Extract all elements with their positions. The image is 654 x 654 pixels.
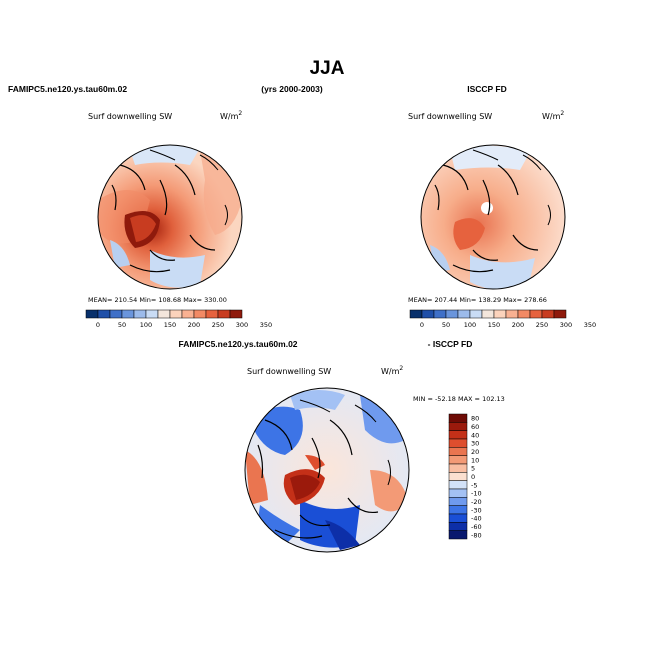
model-panel-title: Surf downwelling SW (88, 112, 172, 121)
model-colorbar-tick: 150 (164, 321, 176, 329)
obs-map-border (420, 144, 566, 290)
model-colorbar-swatch (181, 309, 195, 319)
obs-colorbar-tick: 100 (464, 321, 476, 329)
diff-map-border (244, 387, 410, 553)
diff-colorbar-tick: 30 (471, 440, 479, 448)
diff-colorbar-swatch (448, 522, 468, 531)
figure-title: JJA (310, 58, 345, 79)
model-colorbar-swatch (217, 309, 231, 319)
obs-colorbar-swatch (529, 309, 543, 319)
diff-panel-units: W/m2 (381, 365, 403, 376)
diff-colorbar-swatch (448, 497, 468, 506)
diff-colorbar-swatch (448, 530, 468, 540)
model-colorbar-swatch (97, 309, 111, 319)
obs-colorbar-tick: 350 (584, 321, 596, 329)
obs-colorbar-swatch (493, 309, 507, 319)
obs-colorbar-swatch (433, 309, 447, 319)
model-colorbar-swatch (109, 309, 123, 319)
model-colorbar-tick: 100 (140, 321, 152, 329)
diff-colorbar-swatch (448, 463, 468, 473)
model-stats: MEAN= 210.54 Min= 108.68 Max= 330.00 (88, 296, 227, 304)
diff-obs-label: - ISCCP FD (428, 339, 473, 349)
diff-case-label: FAMIPC5.ne120.ys.tau60m.02 (178, 339, 297, 349)
diff-colorbar-tick: -80 (471, 531, 482, 539)
model-colorbar-swatch (157, 309, 171, 319)
diff-map (245, 388, 409, 552)
diff-colorbar-swatch (448, 488, 468, 498)
diff-colorbar-tick: -5 (471, 481, 477, 489)
model-colorbar-tick: 300 (236, 321, 248, 329)
obs-colorbar-swatch (481, 309, 495, 319)
obs-panel-units: W/m2 (542, 110, 564, 121)
diff-colorbar-tick: 60 (471, 423, 479, 431)
diff-colorbar-swatch (448, 447, 468, 456)
diff-colorbar-swatch (448, 438, 468, 448)
diff-colorbar-tick: 10 (471, 456, 479, 464)
diff-colorbar-tick: 80 (471, 415, 479, 423)
obs-name-label: ISCCP FD (467, 84, 507, 94)
model-colorbar-tick: 200 (188, 321, 200, 329)
diff-colorbar-tick: -40 (471, 515, 482, 523)
diff-colorbar-tick: -30 (471, 506, 482, 514)
case-name-label: FAMIPC5.ne120.ys.tau60m.02 (8, 84, 127, 94)
diff-colorbar-tick: 5 (471, 465, 475, 473)
years-label: (yrs 2000-2003) (261, 84, 323, 94)
obs-colorbar-swatch (421, 309, 435, 319)
model-panel-units: W/m2 (220, 110, 242, 121)
diff-colorbar-tick: -20 (471, 498, 482, 506)
diff-panel-title: Surf downwelling SW (247, 367, 331, 376)
obs-colorbar-swatch (457, 309, 471, 319)
diff-colorbar-swatch (448, 505, 468, 515)
model-colorbar-swatch (229, 309, 243, 319)
obs-colorbar-tick: 300 (560, 321, 572, 329)
obs-colorbar-tick: 50 (442, 321, 450, 329)
diff-colorbar-swatch (448, 430, 468, 440)
diff-colorbar-tick: 20 (471, 448, 479, 456)
model-colorbar-tick: 50 (118, 321, 126, 329)
obs-colorbar-swatch (445, 309, 459, 319)
obs-map (421, 145, 565, 289)
obs-colorbar-swatch (541, 309, 555, 319)
obs-colorbar-tick: 0 (420, 321, 424, 329)
model-colorbar-swatch (85, 309, 99, 319)
model-colorbar-swatch (133, 309, 147, 319)
obs-colorbar-swatch (409, 309, 423, 319)
obs-colorbar-swatch (469, 309, 483, 319)
diff-colorbar-swatch (448, 422, 468, 431)
model-colorbar: 0 50 100 150 200 250 300 350 (85, 309, 272, 329)
obs-stats: MEAN= 207.44 Min= 138.29 Max= 278.66 (408, 296, 547, 304)
diff-stats: MIN = -52.18 MAX = 102.13 (413, 395, 505, 403)
model-colorbar-swatch (193, 309, 207, 319)
obs-panel-title: Surf downwelling SW (408, 112, 492, 121)
diff-colorbar-swatch (448, 472, 468, 481)
diff-colorbar-swatch (448, 413, 468, 423)
model-map-border (97, 144, 243, 290)
diff-colorbar-tick: 0 (471, 473, 475, 481)
diff-colorbar-swatch (448, 455, 468, 465)
model-map (98, 145, 242, 289)
model-colorbar-swatch (169, 309, 183, 319)
obs-colorbar-tick: 200 (512, 321, 524, 329)
obs-colorbar-swatch (553, 309, 567, 319)
diff-colorbar-tick: 40 (471, 431, 479, 439)
diff-colorbar-tick: -10 (471, 490, 482, 498)
model-colorbar-tick: 350 (260, 321, 272, 329)
model-colorbar-swatch (121, 309, 135, 319)
obs-colorbar-tick: 150 (488, 321, 500, 329)
obs-colorbar-swatch (505, 309, 519, 319)
model-colorbar-swatch (145, 309, 159, 319)
obs-colorbar: 0 50 100 150 200 250 300 350 (409, 309, 596, 329)
model-colorbar-swatch (205, 309, 219, 319)
obs-colorbar-tick: 250 (536, 321, 548, 329)
diff-colorbar-tick: -60 (471, 523, 482, 531)
diff-colorbar-swatch (448, 513, 468, 523)
diff-colorbar-swatch (448, 480, 468, 490)
model-colorbar-tick: 0 (96, 321, 100, 329)
model-colorbar-tick: 250 (212, 321, 224, 329)
obs-colorbar-swatch (517, 309, 531, 319)
